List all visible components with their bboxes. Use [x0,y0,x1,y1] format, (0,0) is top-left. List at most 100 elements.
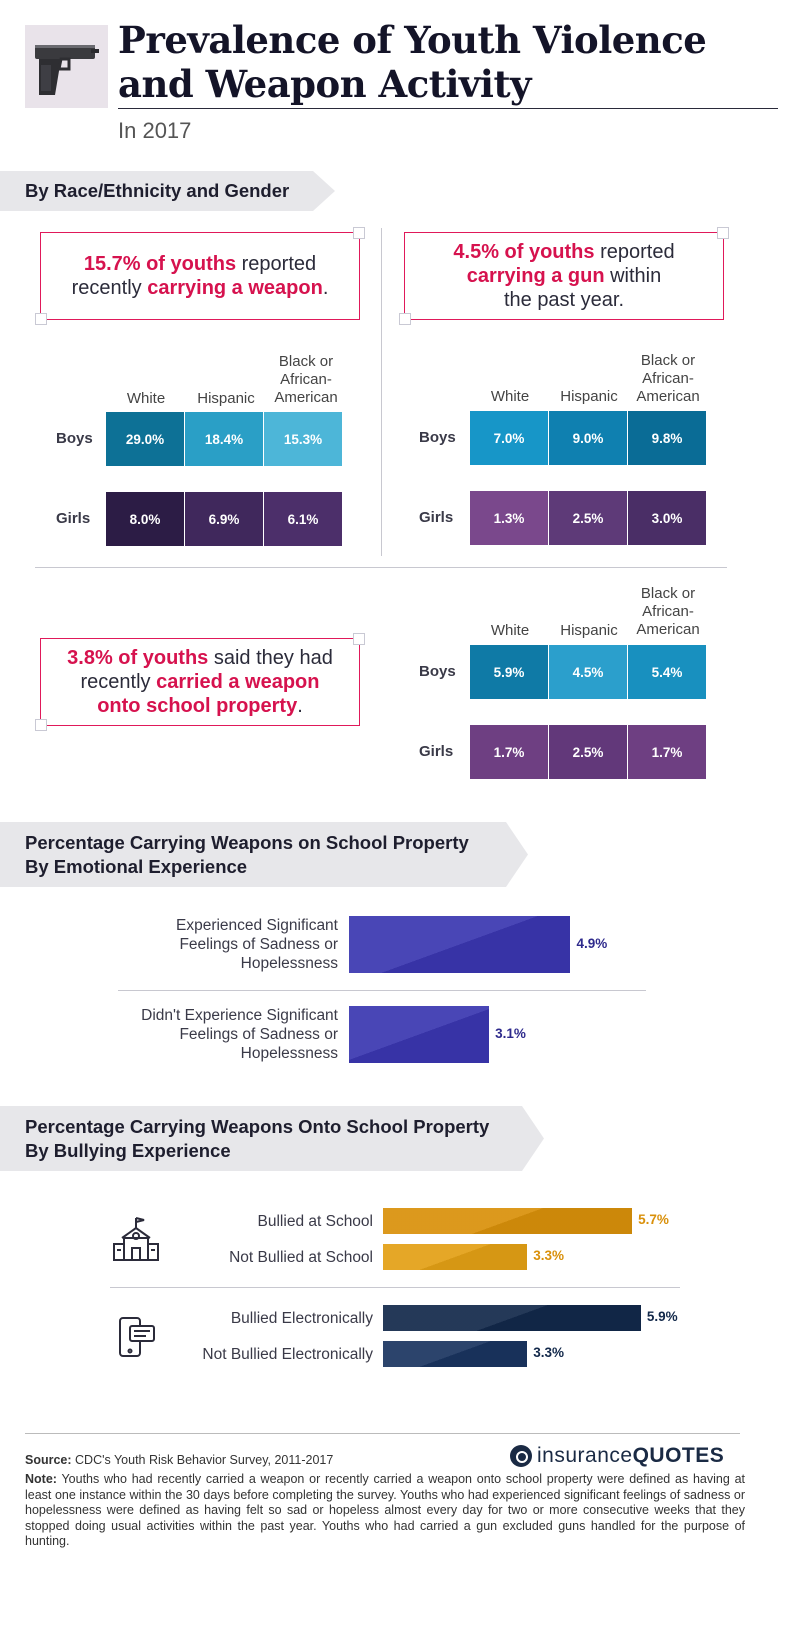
horizontal-divider [118,990,646,991]
table-cell: 29.0% [106,412,184,466]
bar [383,1341,528,1367]
column-header: Black or African-American [274,353,338,406]
section-banner-label: Percentage Carrying Weapons on School Pr… [25,832,469,877]
table-cell: 1.7% [470,725,548,779]
row-label: Girls [56,510,91,527]
table-cell: 1.7% [628,725,706,779]
bar-label: Experienced Significant Feelings of Sadn… [176,917,338,972]
corner-mark [35,313,47,325]
callout-text: . [297,695,303,717]
section-banner-bullying: Percentage Carrying Weapons Onto School … [0,1106,544,1171]
bar-value-label: 3.3% [533,1248,564,1263]
pistol-icon [25,25,108,108]
bar [383,1305,641,1331]
bar-value-label: 3.1% [495,1025,526,1041]
bar-label: Bullied at School [257,1213,373,1230]
table-cell: 15.3% [264,412,342,466]
row-label: Girls [419,743,454,760]
phone-chat-icon [118,1316,158,1363]
row-label: Girls [419,509,454,526]
callout-text: recently [80,671,157,693]
horizontal-divider [35,567,727,568]
table-cell: 9.8% [628,411,706,465]
callout-highlight: 4.5% of youths [453,241,595,263]
callout-highlight: carried a weapon [156,671,320,693]
brand-text-bold: QUOTES [632,1444,725,1467]
table-cell: 9.0% [549,411,627,465]
bar [383,1208,633,1234]
callout-gun: 4.5% of youths reported carrying a gun w… [399,227,729,325]
brand-logo: insuranceQUOTES [510,1444,724,1468]
callout-highlight: carrying a weapon [147,277,323,299]
column-header: White [126,390,166,407]
brand-mark-icon [510,1445,532,1467]
column-header: Black or African-American [636,352,700,405]
table-cell: 5.4% [628,645,706,699]
table-cell: 7.0% [470,411,548,465]
corner-mark [353,633,365,645]
horizontal-divider [110,1287,680,1288]
table-cell: 2.5% [549,491,627,545]
corner-mark [399,313,411,325]
column-header: Black or African-American [636,585,700,638]
corner-mark [717,227,729,239]
callout-text: within [604,265,662,287]
bar-value-label: 5.7% [638,1212,669,1227]
footer-divider [25,1433,740,1434]
callout-highlight: carrying a gun [466,265,605,287]
callout-school: 3.8% of youths said they had recently ca… [35,633,365,731]
school-building-icon [112,1216,160,1267]
section-banner-label: Percentage Carrying Weapons Onto School … [25,1116,490,1161]
table-cell: 1.3% [470,491,548,545]
bar-value-label: 3.3% [533,1345,564,1360]
callout-highlight: 15.7% of youths [83,253,237,275]
bar-label: Not Bullied at School [229,1249,373,1266]
column-header: Hispanic [560,388,618,405]
corner-mark [35,719,47,731]
column-header: Hispanic [197,390,255,407]
section-banner-emotional: Percentage Carrying Weapons on School Pr… [0,822,528,887]
bar-label: Didn't Experience Significant Feelings o… [141,1007,338,1062]
column-header: White [490,388,530,405]
title-divider [118,108,778,109]
corner-mark [353,227,365,239]
callout-text: recently [71,277,148,299]
table-cell: 6.1% [264,492,342,546]
source-line: Source: CDC's Youth Risk Behavior Survey… [25,1453,333,1467]
row-label: Boys [56,430,93,447]
table-cell: 3.0% [628,491,706,545]
note-paragraph: Note: Youths who had recently carried a … [25,1472,745,1550]
column-header: Hispanic [560,622,618,639]
bar-value-label: 5.9% [646,1309,678,1324]
row-label: Boys [419,429,456,446]
callout-text: reported [236,253,317,275]
table-cell: 4.5% [549,645,627,699]
section-banner-label: By Race/Ethnicity and Gender [25,180,290,201]
table-cell: 8.0% [106,492,184,546]
bar [383,1244,528,1270]
bar-label: Bullied Electronically [230,1310,373,1327]
page-title: Prevalence of Youth Violence and Weapon … [118,18,707,106]
bar [349,916,571,973]
row-label: Boys [419,663,456,680]
callout-text: the past year. [503,289,625,311]
table-cell: 6.9% [185,492,263,546]
bar [349,1006,490,1063]
callout-highlight: 3.8% of youths [67,647,209,669]
table-cell: 2.5% [549,725,627,779]
source-label: Source: [25,1453,72,1467]
callout-text: reported [594,241,675,263]
note-text: Youths who had recently carried a weapon… [25,1472,745,1548]
note-label: Note: [25,1472,57,1486]
table-cell: 5.9% [470,645,548,699]
column-header: White [490,622,530,639]
table-cell: 18.4% [185,412,263,466]
section-banner-race: By Race/Ethnicity and Gender [0,171,335,211]
bar-value-label: 4.9% [576,935,608,951]
callout-text: said they had [208,647,333,669]
callout-highlight: onto school property [97,695,298,717]
callout-weapon: 15.7% of youths reported recently carryi… [35,227,365,325]
brand-text-light: insurance [537,1444,633,1467]
page-subtitle: In 2017 [118,118,192,143]
vertical-divider [381,228,382,556]
